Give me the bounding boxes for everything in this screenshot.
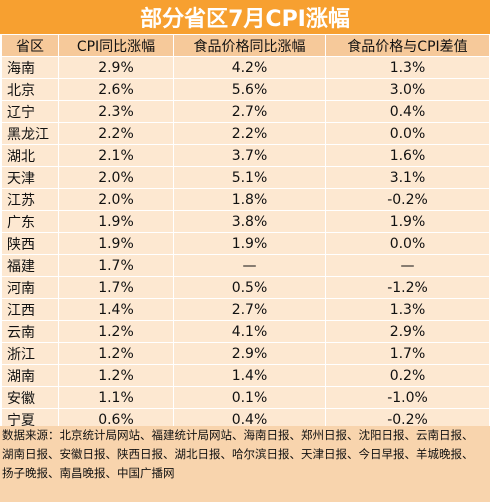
- province-cell: 福建: [1, 254, 59, 277]
- cpi-cell: 1.2%: [58, 342, 174, 365]
- difference-cell: 1.6%: [325, 144, 490, 167]
- table-row: 陕西 1.9% 1.9% 0.0%: [1, 232, 490, 255]
- cpi-cell: 2.1%: [58, 144, 174, 167]
- source-line: 数据来源：北京统计局网站、福建统计局网站、海南日报、郑州日报、沈阳日报、云南日报…: [2, 428, 474, 442]
- food-price-cell: 1.8%: [173, 188, 326, 211]
- difference-cell: 1.7%: [325, 342, 490, 365]
- food-price-cell: 2.9%: [173, 342, 326, 365]
- province-cell: 江苏: [1, 188, 59, 211]
- table-row: 黑龙江 2.2% 2.2% 0.0%: [1, 122, 490, 145]
- difference-cell: 0.0%: [325, 122, 490, 145]
- cpi-cell: 1.7%: [58, 276, 174, 299]
- column-header-food-price: 食品价格同比涨幅: [173, 34, 326, 57]
- province-cell: 浙江: [1, 342, 59, 365]
- food-price-cell: 2.7%: [173, 100, 326, 123]
- province-cell: 海南: [1, 56, 59, 79]
- difference-cell: 3.1%: [325, 166, 490, 189]
- data-source-note: 数据来源：北京统计局网站、福建统计局网站、海南日报、郑州日报、沈阳日报、云南日报…: [0, 426, 490, 502]
- table-row: 北京 2.6% 5.6% 3.0%: [1, 78, 490, 101]
- cpi-cell: 2.3%: [58, 100, 174, 123]
- province-cell: 河南: [1, 276, 59, 299]
- province-cell: 广东: [1, 210, 59, 233]
- difference-cell: 1.3%: [325, 56, 490, 79]
- difference-cell: —: [325, 254, 490, 277]
- food-price-cell: 2.2%: [173, 122, 326, 145]
- cpi-cell: 1.7%: [58, 254, 174, 277]
- cpi-cell: 1.4%: [58, 298, 174, 321]
- difference-cell: 1.9%: [325, 210, 490, 233]
- cpi-cell: 2.6%: [58, 78, 174, 101]
- province-cell: 云南: [1, 320, 59, 343]
- province-cell: 黑龙江: [1, 122, 59, 145]
- province-cell: 湖北: [1, 144, 59, 167]
- province-cell: 湖南: [1, 364, 59, 387]
- food-price-cell: 2.7%: [173, 298, 326, 321]
- table-row: 江苏 2.0% 1.8% -0.2%: [1, 188, 490, 211]
- food-price-cell: 0.1%: [173, 386, 326, 409]
- page-title: 部分省区7月CPI涨幅: [0, 0, 490, 35]
- table-row: 河南 1.7% 0.5% -1.2%: [1, 276, 490, 299]
- source-line: 湖南日报、安徽日报、陕西日报、湖北日报、哈尔滨日报、天津日报、今日早报、羊城晚报…: [2, 447, 474, 461]
- table-row: 浙江 1.2% 2.9% 1.7%: [1, 342, 490, 365]
- food-price-cell: 3.8%: [173, 210, 326, 233]
- province-cell: 天津: [1, 166, 59, 189]
- province-cell: 江西: [1, 298, 59, 321]
- cpi-cell: 1.9%: [58, 210, 174, 233]
- column-header-difference: 食品价格与CPI差值: [325, 34, 490, 57]
- food-price-cell: 3.7%: [173, 144, 326, 167]
- cpi-cell: 1.2%: [58, 364, 174, 387]
- cpi-table: 省区 CPI同比涨幅 食品价格同比涨幅 食品价格与CPI差值 海南 2.9% 4.2…: [1, 34, 490, 431]
- food-price-cell: —: [173, 254, 326, 277]
- table-body: 海南 2.9% 4.2% 1.3% 北京 2.6% 5.6% 3.0% 辽宁 2.3% 2.7% 0.…: [1, 56, 490, 431]
- food-price-cell: 0.5%: [173, 276, 326, 299]
- table-row: 宁夏 0.6% 0.4% -0.2%: [1, 408, 490, 431]
- column-header-province: 省区: [1, 34, 59, 57]
- difference-cell: 0.0%: [325, 232, 490, 255]
- cpi-cell: 0.6%: [58, 408, 174, 431]
- difference-cell: -0.2%: [325, 188, 490, 211]
- province-cell: 北京: [1, 78, 59, 101]
- food-price-cell: 5.6%: [173, 78, 326, 101]
- cpi-cell: 2.9%: [58, 56, 174, 79]
- difference-cell: 2.9%: [325, 320, 490, 343]
- table-row: 湖北 2.1% 3.7% 1.6%: [1, 144, 490, 167]
- table-row: 天津 2.0% 5.1% 3.1%: [1, 166, 490, 189]
- table-row: 湖南 1.2% 1.4% 0.2%: [1, 364, 490, 387]
- column-header-cpi: CPI同比涨幅: [58, 34, 174, 57]
- province-cell: 陕西: [1, 232, 59, 255]
- cpi-cell: 1.2%: [58, 320, 174, 343]
- food-price-cell: 5.1%: [173, 166, 326, 189]
- cpi-cell: 2.0%: [58, 188, 174, 211]
- food-price-cell: 1.9%: [173, 232, 326, 255]
- food-price-cell: 4.1%: [173, 320, 326, 343]
- table-row: 辽宁 2.3% 2.7% 0.4%: [1, 100, 490, 123]
- difference-cell: -1.2%: [325, 276, 490, 299]
- cpi-cell: 1.9%: [58, 232, 174, 255]
- difference-cell: 3.0%: [325, 78, 490, 101]
- province-cell: 安徽: [1, 386, 59, 409]
- cpi-cell: 2.2%: [58, 122, 174, 145]
- difference-cell: 0.4%: [325, 100, 490, 123]
- food-price-cell: 4.2%: [173, 56, 326, 79]
- table-row: 云南 1.2% 4.1% 2.9%: [1, 320, 490, 343]
- table-row: 广东 1.9% 3.8% 1.9%: [1, 210, 490, 233]
- difference-cell: 0.2%: [325, 364, 490, 387]
- province-cell: 辽宁: [1, 100, 59, 123]
- difference-cell: -1.0%: [325, 386, 490, 409]
- table-row: 海南 2.9% 4.2% 1.3%: [1, 56, 490, 79]
- difference-cell: 1.3%: [325, 298, 490, 321]
- cpi-cell: 1.1%: [58, 386, 174, 409]
- food-price-cell: 0.4%: [173, 408, 326, 431]
- table-row: 福建 1.7% — —: [1, 254, 490, 277]
- cpi-cell: 2.0%: [58, 166, 174, 189]
- province-cell: 宁夏: [1, 408, 59, 431]
- source-line: 扬子晚报、南昌晚报、中国广播网: [2, 466, 175, 480]
- table-row: 江西 1.4% 2.7% 1.3%: [1, 298, 490, 321]
- table-header-row: 省区 CPI同比涨幅 食品价格同比涨幅 食品价格与CPI差值: [1, 34, 490, 57]
- food-price-cell: 1.4%: [173, 364, 326, 387]
- table-row: 安徽 1.1% 0.1% -1.0%: [1, 386, 490, 409]
